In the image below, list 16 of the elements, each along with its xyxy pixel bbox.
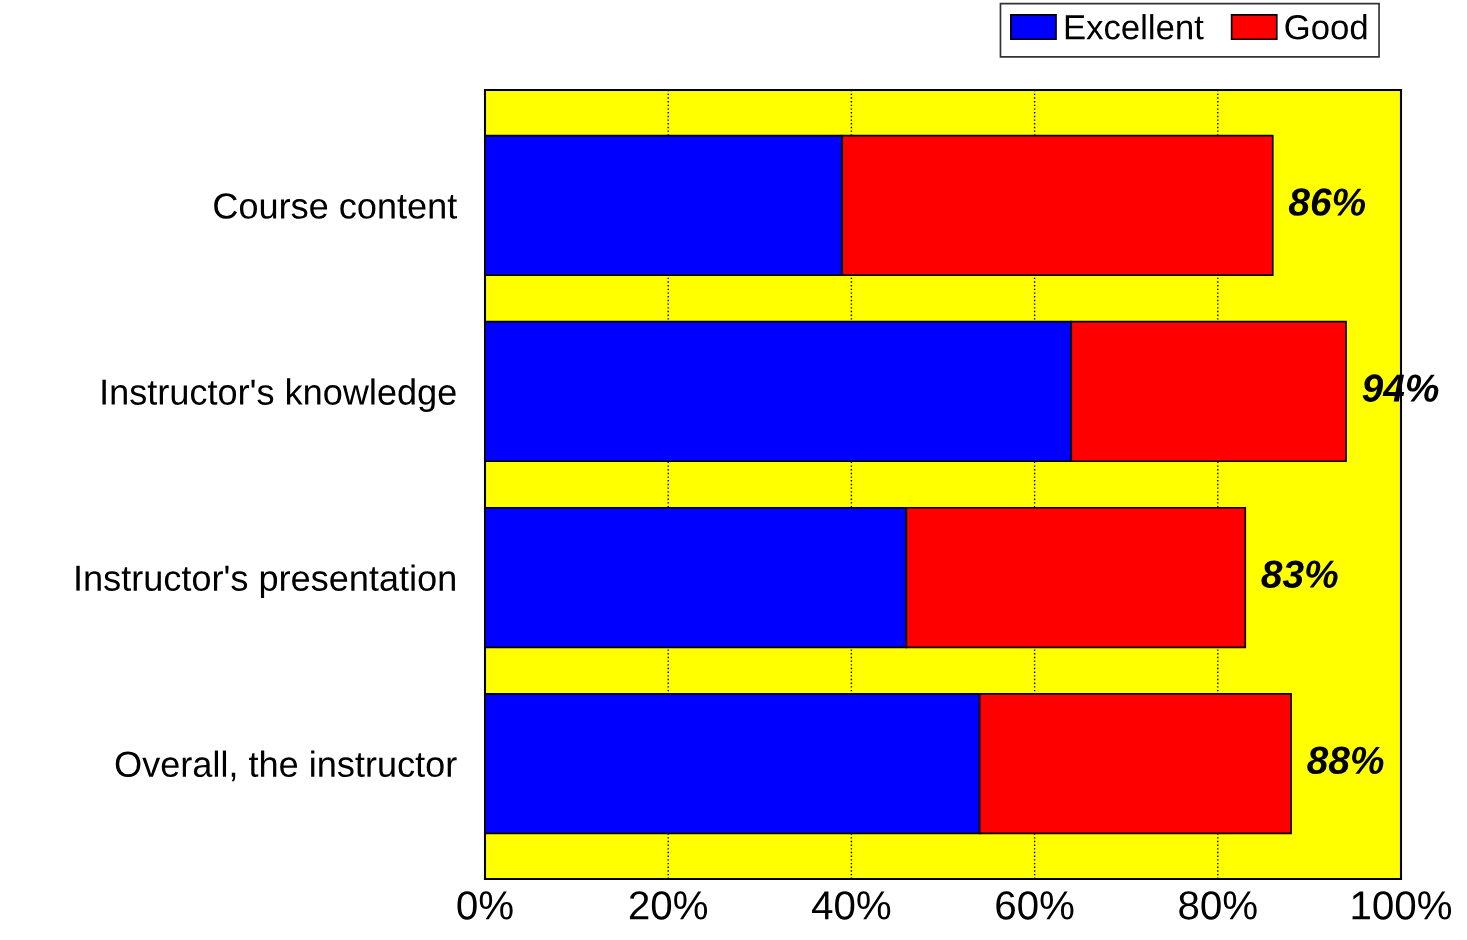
y-tick-label: Overall, the instructor	[115, 750, 457, 782]
total-label: 86%	[1288, 188, 1366, 216]
legend-label: Good	[1285, 14, 1367, 40]
y-tick-label: Instructor's presentation	[76, 564, 455, 599]
x-tick-label: 100%	[1352, 891, 1452, 920]
y-tick-label: Course content	[214, 193, 457, 219]
y-tick-label: Instructor's knowledge	[102, 378, 456, 413]
x-tick-label: 80%	[1179, 891, 1257, 920]
total-label: 83%	[1261, 560, 1338, 588]
x-tick-label: 20%	[629, 891, 708, 920]
x-tick-label: 40%	[812, 891, 891, 920]
x-tick-label: 60%	[996, 891, 1074, 920]
total-label: 94%	[1362, 374, 1439, 402]
x-tick-label: 0%	[457, 891, 513, 920]
total-label: 88%	[1307, 746, 1384, 775]
legend-label: Excellent	[1065, 14, 1204, 40]
